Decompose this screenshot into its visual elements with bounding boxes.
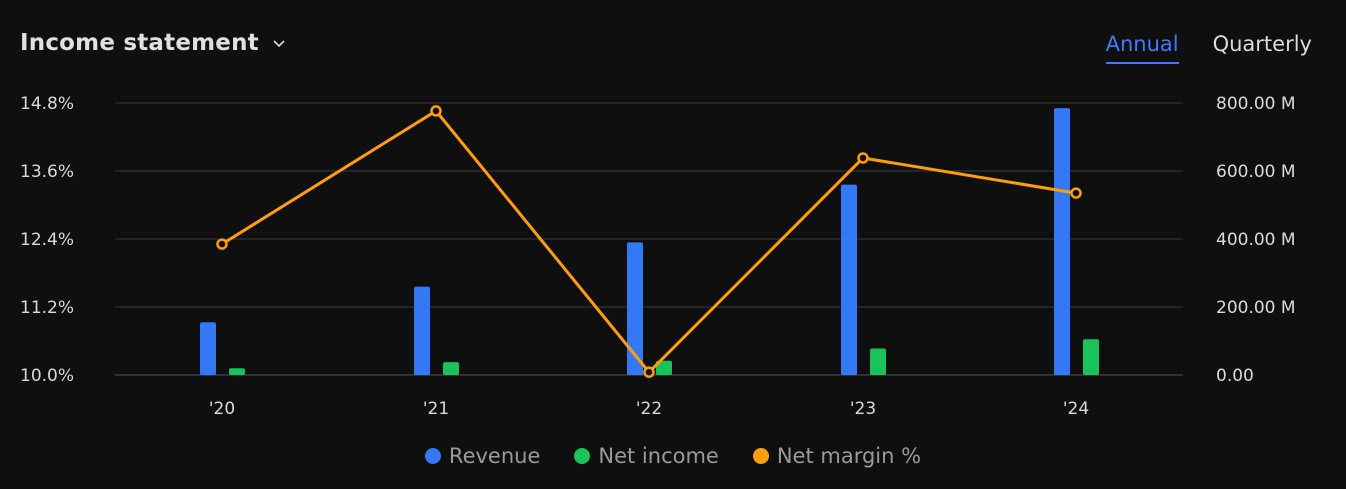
net-income-bar [1083, 339, 1099, 375]
net-margin-point [643, 366, 655, 378]
net-income-dot-icon [574, 448, 591, 464]
x-axis-tick-label: '21 [423, 399, 449, 419]
left-axis-tick-label: 10.0% [20, 366, 74, 386]
legend-item-net-margin[interactable]: Net margin % [752, 444, 922, 468]
x-axis-tick-label: '24 [1063, 399, 1089, 419]
right-axis-tick-label: 400.00 M [1216, 230, 1296, 250]
revenue-dot-icon [424, 448, 441, 464]
net-income-bar [870, 348, 886, 375]
legend-label-revenue: Revenue [448, 444, 541, 468]
net-margin-dot-icon [752, 448, 769, 464]
legend-label-net-margin: Net margin % [776, 444, 922, 468]
chart-legend: Revenue Net income Net margin % [0, 444, 1346, 468]
chart-header[interactable]: Income statement [20, 30, 287, 56]
tab-annual[interactable]: Annual [1105, 32, 1179, 64]
page-title: Income statement [20, 30, 259, 56]
revenue-bar [1054, 108, 1070, 375]
net-margin-point [216, 238, 228, 250]
net-income-bar [229, 368, 245, 375]
net-margin-point [857, 152, 869, 164]
left-axis-tick-label: 14.8% [20, 94, 74, 114]
right-axis-tick-label: 0.00 [1216, 366, 1254, 386]
chevron-down-icon[interactable] [271, 35, 287, 51]
net-margin-line [221, 109, 1077, 374]
left-axis-tick-label: 13.6% [20, 162, 74, 182]
tab-quarterly[interactable]: Quarterly [1212, 32, 1312, 56]
legend-label-net-income: Net income [598, 444, 719, 468]
net-margin-point [430, 105, 442, 117]
revenue-bar [841, 184, 857, 375]
right-axis-tick-label: 200.00 M [1216, 298, 1296, 318]
right-axis-tick-label: 800.00 M [1216, 94, 1296, 114]
x-axis-tick-label: '22 [636, 399, 662, 419]
left-axis-tick-label: 11.2% [20, 298, 74, 318]
revenue-bar [414, 286, 430, 375]
x-axis-tick-label: '23 [850, 399, 876, 419]
legend-item-net-income[interactable]: Net income [574, 444, 719, 468]
legend-item-revenue[interactable]: Revenue [424, 444, 541, 468]
net-margin-point [1070, 187, 1082, 199]
income-chart: 14.8% 800.00 M 13.6% 600.00 M 12.4% 400.00 M 1… [20, 94, 1296, 419]
left-axis-tick-label: 12.4% [20, 230, 74, 250]
right-axis-tick-label: 600.00 M [1216, 162, 1296, 182]
x-axis-tick-label: '20 [209, 399, 235, 419]
revenue-bar [200, 322, 216, 375]
revenue-bar [627, 242, 643, 375]
period-tabs: Annual Quarterly [1105, 32, 1312, 64]
net-income-bar [656, 360, 672, 375]
net-income-bar [443, 362, 459, 375]
